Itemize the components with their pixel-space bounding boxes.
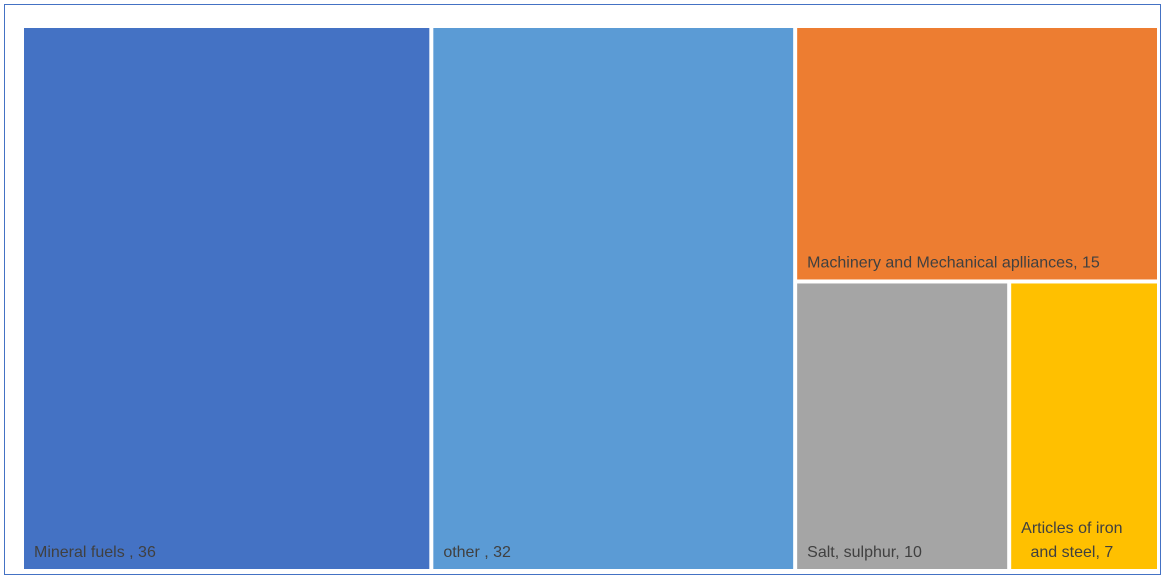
- tile-label: Articles of iron and steel, 7: [1021, 520, 1122, 561]
- tile-label: other , 32: [443, 544, 511, 561]
- tile-label: Salt, sulphur, 10: [807, 544, 922, 561]
- treemap-tile: [24, 28, 430, 569]
- label-line: and steel, 7: [1031, 544, 1114, 561]
- treemap-tile: [1011, 283, 1157, 569]
- treemap-tile: [433, 28, 794, 569]
- treemap-tile: [797, 28, 1157, 280]
- label-line: Articles of iron: [1021, 520, 1122, 537]
- tile-label: Machinery and Mechanical aplliances, 15: [807, 254, 1100, 271]
- tile-label: Mineral fuels , 36: [34, 544, 156, 561]
- treemap-tile: [797, 283, 1008, 569]
